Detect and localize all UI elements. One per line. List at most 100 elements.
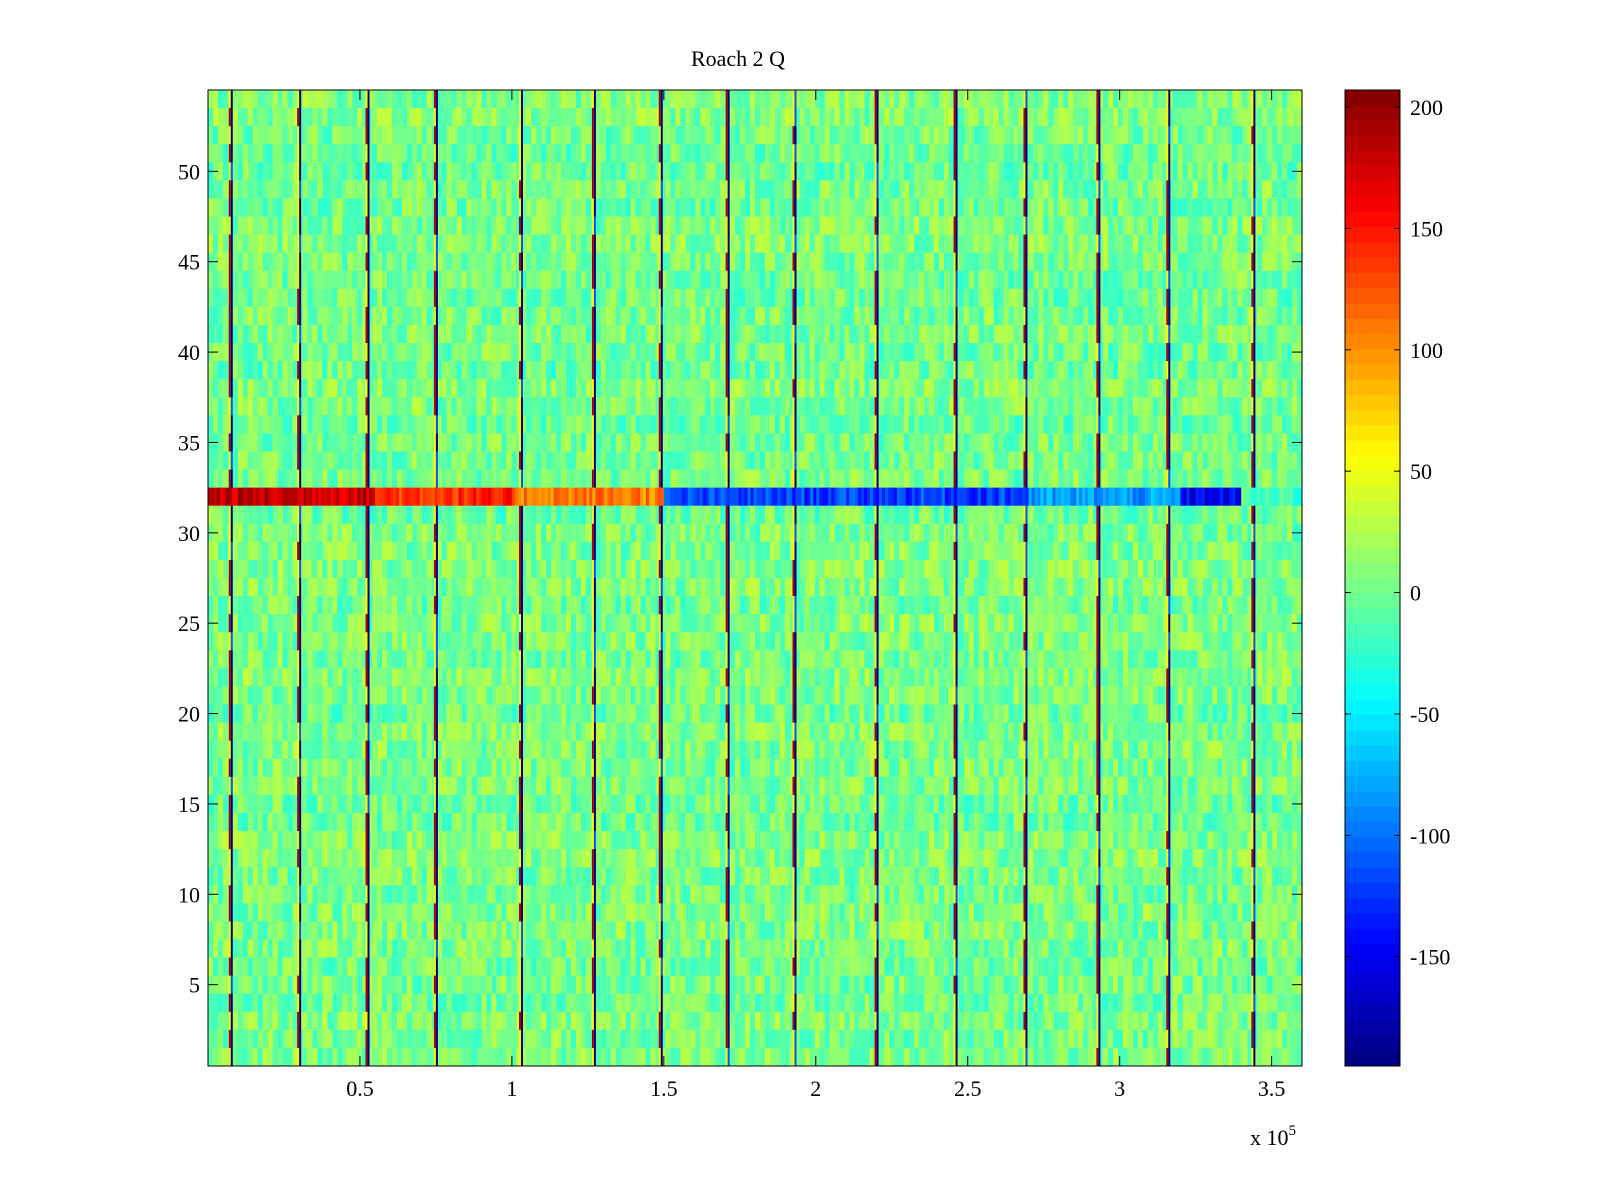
heatmap-cell — [799, 126, 806, 145]
heatmap-cell — [1177, 162, 1184, 181]
heatmap-cell — [307, 469, 314, 489]
heatmap-cell — [217, 90, 224, 109]
heatmap-cell — [362, 397, 368, 416]
heatmap-cell — [471, 397, 478, 416]
heatmap-cell — [357, 270, 363, 290]
heatmap-cell — [1152, 306, 1159, 326]
heatmap-cell — [1058, 288, 1064, 308]
heatmap-cell — [232, 379, 239, 398]
heatmap-cell — [426, 306, 433, 326]
heatmap-cell — [705, 180, 711, 199]
heatmap-cell — [1053, 144, 1059, 163]
heatmap-cell — [1177, 379, 1184, 398]
heatmap-cell — [401, 379, 408, 398]
heatmap-cell — [769, 270, 776, 290]
heatmap-cell — [222, 216, 229, 235]
heatmap-cell — [1152, 270, 1159, 290]
heatmap-cell — [948, 90, 955, 109]
heatmap-cell — [769, 144, 776, 163]
heatmap-cell — [1207, 144, 1214, 163]
heatmap-cell — [426, 361, 433, 380]
heatmap-cell — [580, 433, 587, 452]
heatmap-cell — [1202, 198, 1209, 217]
heatmap-cell — [536, 216, 542, 235]
heatmap-cell — [382, 306, 388, 326]
heatmap-cell — [700, 90, 706, 109]
heatmap-cell — [307, 324, 314, 344]
heatmap-cell — [282, 126, 289, 145]
heatmap-cell — [1232, 90, 1238, 109]
heatmap-cell — [640, 343, 647, 362]
heatmap-cell — [1182, 451, 1189, 470]
heatmap-cell — [1217, 216, 1224, 235]
heatmap-cell — [1013, 180, 1020, 199]
heatmap-cell — [740, 234, 746, 254]
heatmap-cell — [620, 324, 627, 344]
heatmap-cell — [526, 288, 532, 308]
heatmap-cell — [506, 216, 512, 235]
heatmap-cell — [302, 270, 309, 290]
heatmap-cell — [347, 144, 353, 163]
heatmap-cell — [1247, 198, 1253, 217]
heatmap-cell — [501, 469, 507, 489]
heatmap-cell — [755, 379, 761, 398]
heatmap-cell — [1247, 433, 1253, 452]
heatmap-cell — [690, 216, 696, 235]
heatmap-cell — [764, 90, 771, 109]
heatmap-cell — [645, 108, 652, 127]
heatmap-cell — [1222, 252, 1229, 272]
heatmap-cell — [864, 306, 870, 326]
heatmap-cell — [730, 144, 736, 163]
heatmap-cell — [958, 415, 965, 434]
heatmap-cell — [1287, 180, 1293, 199]
heatmap-cell — [958, 433, 965, 452]
heatmap-cell — [769, 288, 776, 308]
heatmap-cell — [1282, 343, 1288, 362]
heatmap-cell — [670, 144, 677, 163]
heatmap-cell — [391, 397, 398, 416]
heatmap-cell — [302, 306, 309, 326]
heatmap-cell — [416, 270, 423, 290]
heatmap-cell — [665, 108, 672, 127]
heatmap-cell — [849, 252, 856, 272]
heatmap-cell — [750, 234, 756, 254]
heatmap-cell — [367, 144, 373, 163]
heatmap-cell — [1182, 126, 1189, 145]
heatmap-cell — [531, 415, 537, 434]
heatmap-cell — [208, 288, 214, 308]
heatmap-cell — [755, 469, 761, 489]
heatmap-cell — [710, 324, 716, 344]
heatmap-cell — [546, 324, 552, 344]
heatmap-cell — [794, 90, 801, 109]
heatmap-cell — [441, 252, 448, 272]
heatmap-cell — [899, 288, 905, 308]
heatmap-cell — [1132, 198, 1139, 217]
heatmap-cell — [1122, 126, 1129, 145]
heatmap-cell — [690, 379, 696, 398]
heatmap-cell — [1152, 288, 1159, 308]
heatmap-cell — [267, 234, 274, 254]
heatmap-cell — [1093, 234, 1099, 254]
heatmap-cell — [252, 126, 259, 145]
heatmap-cell — [600, 433, 607, 452]
heatmap-cell — [650, 306, 657, 326]
heatmap-cell — [312, 433, 318, 452]
heatmap-cell — [332, 451, 338, 470]
heatmap-cell — [272, 343, 279, 362]
heatmap-cell — [948, 343, 955, 362]
heatmap-cell — [1132, 361, 1139, 380]
heatmap-cell — [1257, 108, 1263, 127]
heatmap-cell — [1232, 108, 1238, 127]
heatmap-cell — [1063, 270, 1069, 290]
heatmap-cell — [1152, 379, 1159, 398]
heatmap-cell — [526, 343, 532, 362]
heatmap-cell — [1098, 306, 1104, 326]
heatmap-cell — [1122, 451, 1129, 470]
heatmap-cell — [252, 288, 259, 308]
heatmap-cell — [556, 288, 562, 308]
heatmap-cell — [551, 415, 557, 434]
heatmap-cell — [680, 451, 686, 470]
heatmap-cell — [481, 415, 488, 434]
heatmap-cell — [715, 198, 721, 217]
heatmap-cell — [1167, 234, 1174, 254]
